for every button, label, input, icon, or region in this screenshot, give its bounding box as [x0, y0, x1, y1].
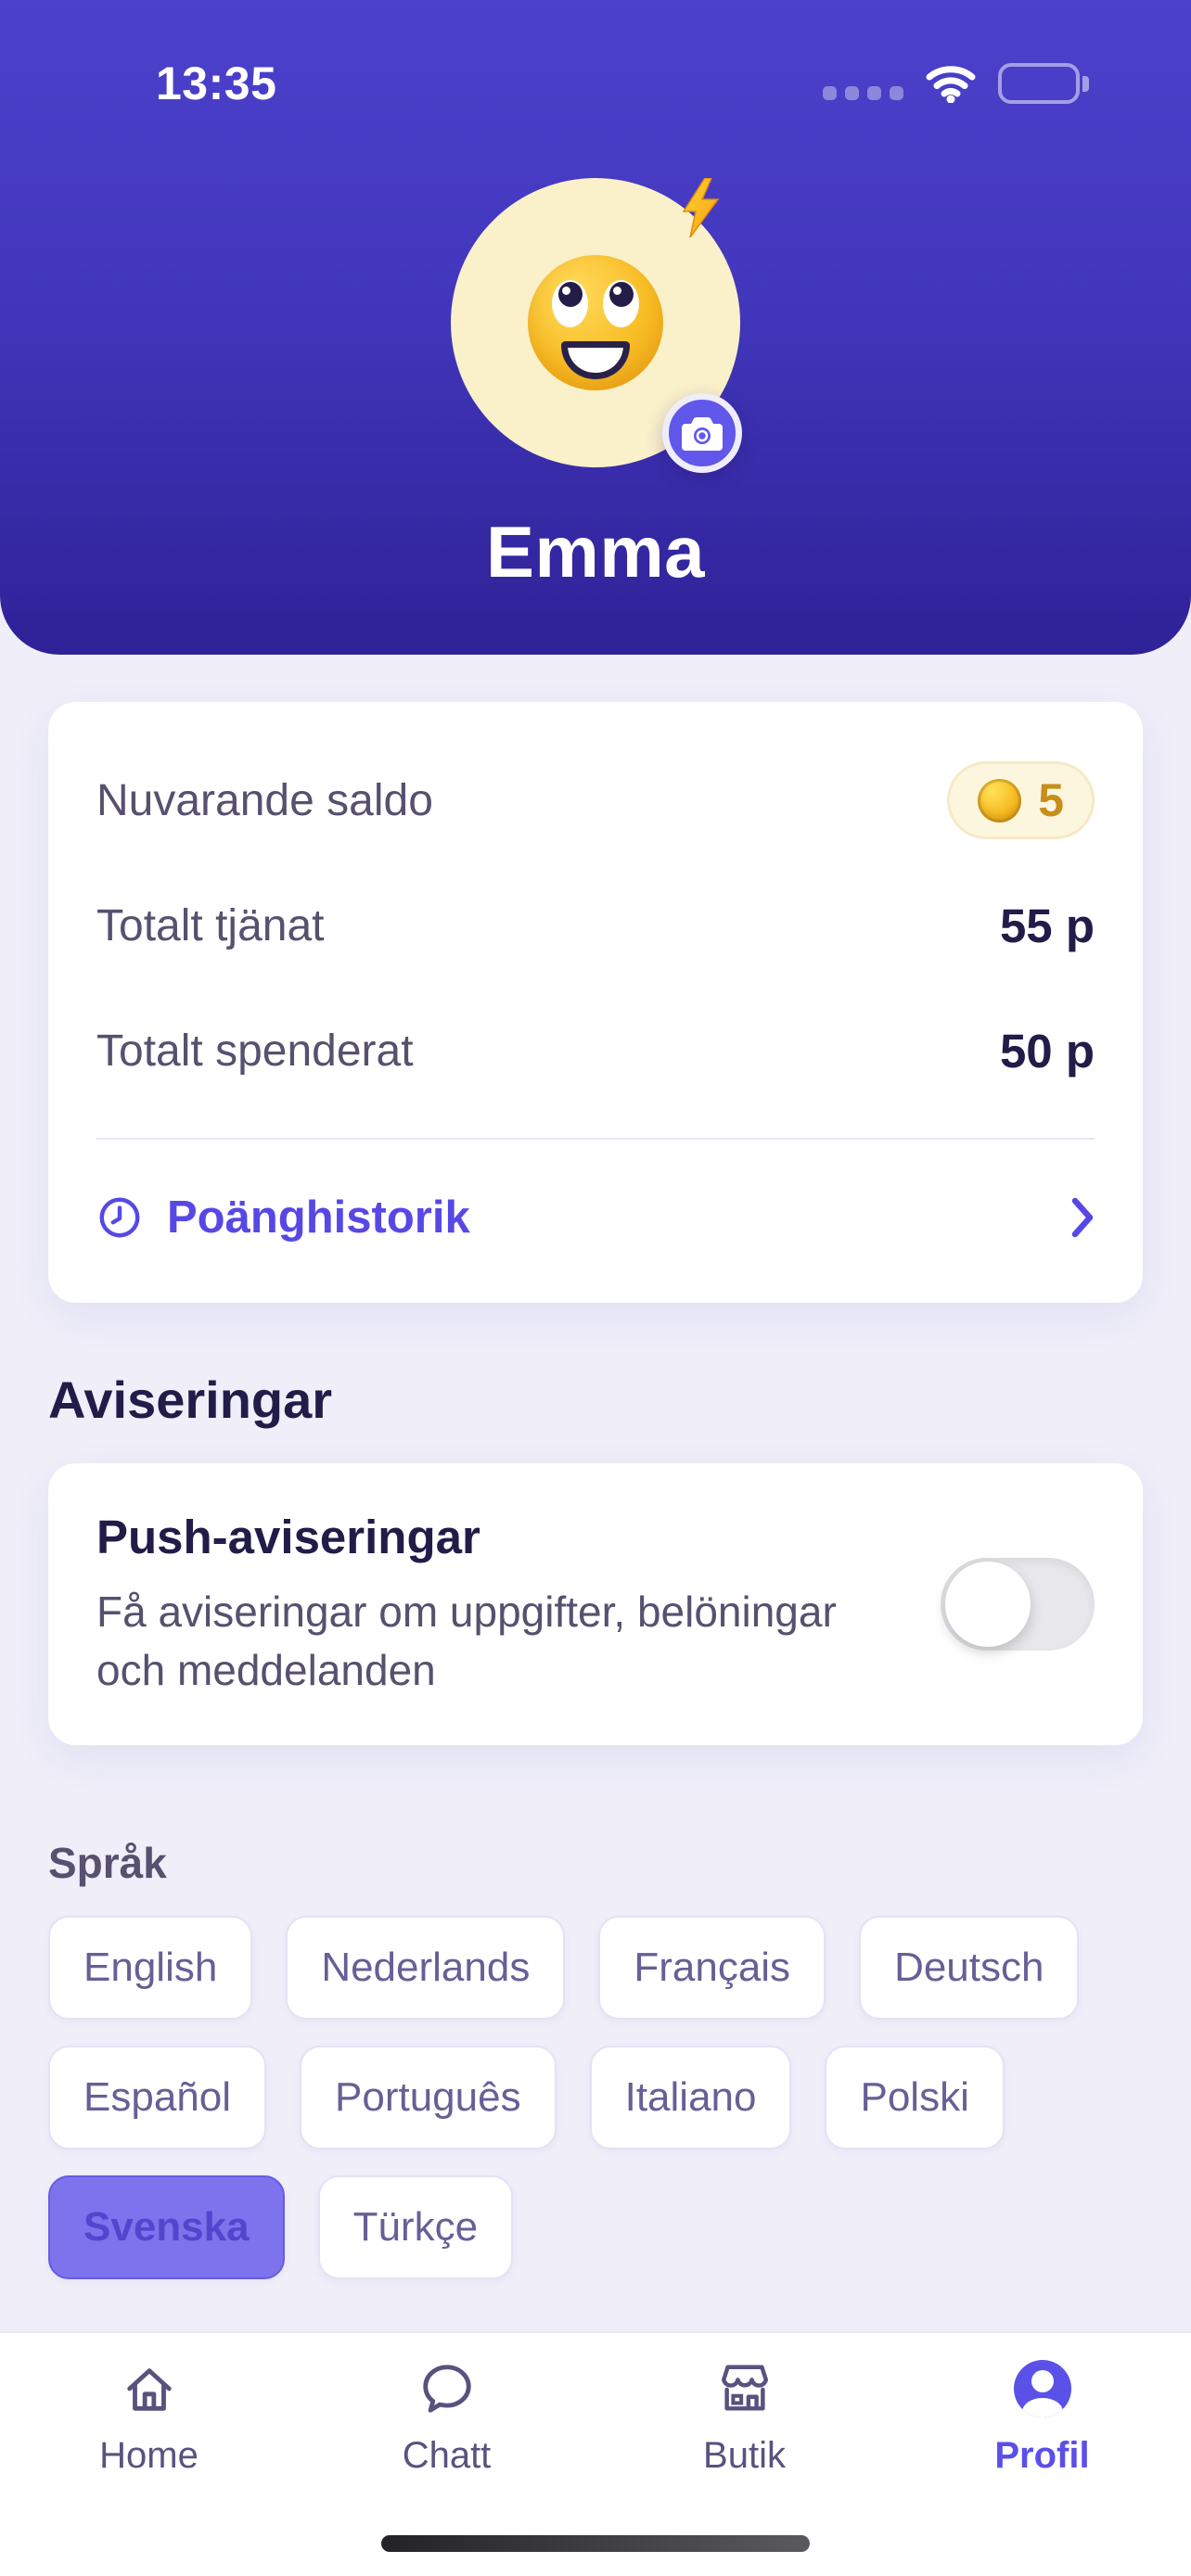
balance-row-earned: Totalt tjänat 55 p [96, 899, 1095, 953]
language-chip-svenska-selected[interactable]: Svenska [48, 2175, 285, 2280]
profile-header: 13:35 [0, 0, 1191, 655]
balance-row-spent: Totalt spenderat 50 p [96, 1024, 1095, 1078]
coin-balance-badge: 5 [947, 761, 1095, 839]
language-chip-english[interactable]: English [48, 1916, 253, 2021]
balance-row-current: Nuvarande saldo 5 [96, 761, 1095, 839]
avatar [451, 178, 742, 473]
push-notifications-card: Push-aviseringar Få aviseringar om uppgi… [48, 1463, 1143, 1746]
tab-shop-label: Butik [703, 2435, 786, 2476]
tab-profile-active[interactable]: Profil [893, 2359, 1191, 2576]
tab-shop[interactable]: Butik [596, 2359, 893, 2576]
language-chip-deutsch[interactable]: Deutsch [859, 1916, 1080, 2021]
language-chip-portugues[interactable]: Português [300, 2046, 557, 2150]
tab-home[interactable]: Home [0, 2359, 298, 2576]
balance-label: Nuvarande saldo [96, 775, 433, 825]
battery-icon [998, 63, 1089, 104]
coin-icon [978, 778, 1022, 823]
tab-home-label: Home [99, 2435, 198, 2476]
lightning-bolt-icon [681, 178, 720, 237]
avatar-emoji [528, 255, 663, 390]
tab-profile-label: Profil [994, 2435, 1090, 2476]
language-chip-polski[interactable]: Polski [825, 2046, 1005, 2150]
push-notifications-toggle[interactable] [941, 1558, 1095, 1651]
points-history-label: Poänghistorik [167, 1192, 470, 1243]
push-notifications-title: Push-aviseringar [96, 1511, 480, 1563]
language-chip-nederlands[interactable]: Nederlands [286, 1916, 566, 2021]
toggle-knob [945, 1562, 1031, 1648]
home-indicator[interactable] [381, 2535, 810, 2552]
language-chip-turkce[interactable]: Türkçe [317, 2175, 514, 2280]
home-icon [121, 2359, 178, 2418]
profile-name: Emma [485, 511, 706, 593]
chevron-right-icon [1070, 1196, 1095, 1239]
balance-label: Totalt tjänat [96, 901, 325, 950]
status-time: 13:35 [156, 57, 277, 109]
divider [96, 1138, 1095, 1140]
profile-icon [1013, 2359, 1071, 2418]
points-history-link[interactable]: Poänghistorik [96, 1192, 1095, 1243]
clock-icon [96, 1194, 143, 1241]
language-chip-italiano[interactable]: Italiano [589, 2046, 792, 2150]
chat-bubble-icon [418, 2359, 476, 2418]
language-chip-francais[interactable]: Français [598, 1916, 826, 2021]
notifications-heading: Aviseringar [48, 1371, 333, 1429]
coin-count: 5 [1038, 774, 1064, 826]
language-chips: English Nederlands Français Deutsch Espa… [48, 1916, 1143, 2280]
balance-card: Nuvarande saldo 5 Totalt tjänat 55 p Tot… [48, 702, 1143, 1303]
store-icon [716, 2359, 774, 2418]
cellular-dots-icon [823, 86, 903, 100]
balance-label: Totalt spenderat [96, 1027, 414, 1076]
wifi-icon [926, 64, 976, 103]
language-section-label: Språk [48, 1839, 167, 1888]
tab-chat[interactable]: Chatt [298, 2359, 596, 2576]
camera-icon [682, 416, 723, 451]
status-bar: 13:35 [0, 0, 1191, 113]
push-notifications-description: Få aviseringar om uppgifter, belöningar … [96, 1588, 837, 1694]
balance-value: 50 p [999, 1025, 1095, 1078]
language-chip-espanol[interactable]: Español [48, 2046, 267, 2150]
change-avatar-button[interactable] [662, 393, 742, 473]
balance-value: 55 p [999, 899, 1095, 952]
tab-chat-label: Chatt [402, 2435, 492, 2476]
